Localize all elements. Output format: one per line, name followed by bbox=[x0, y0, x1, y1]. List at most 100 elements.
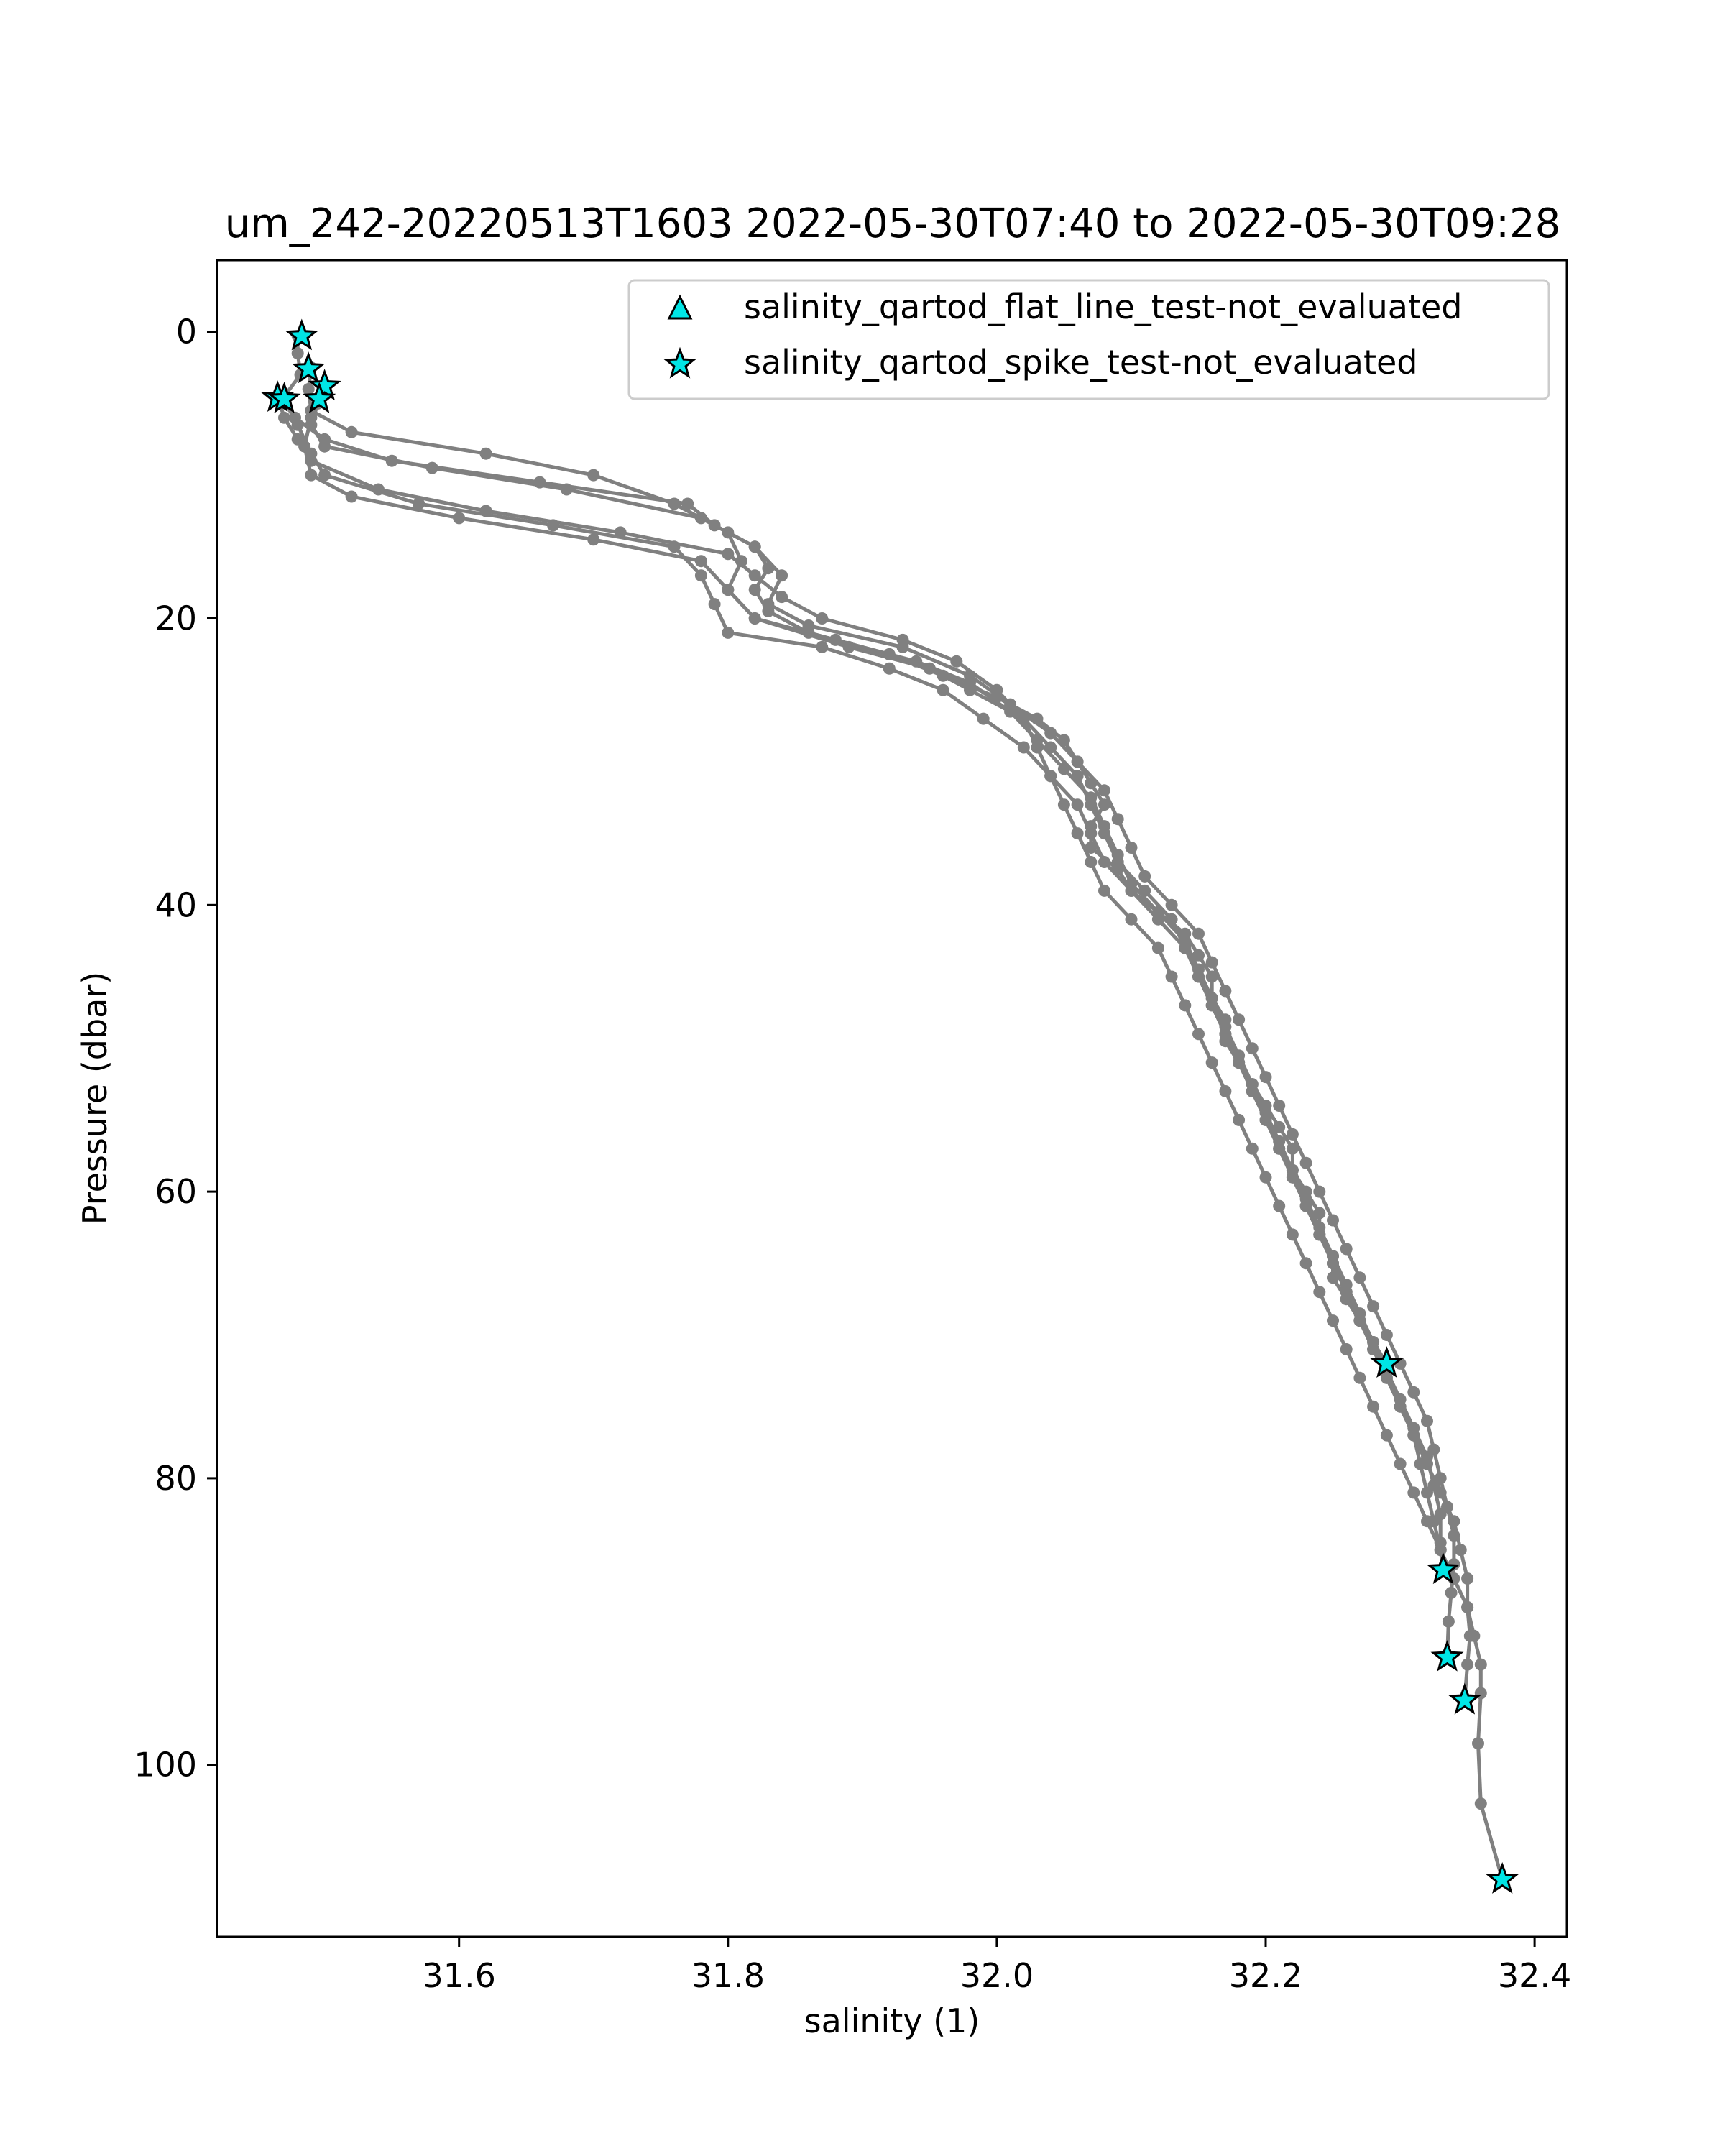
profile-point bbox=[1138, 870, 1151, 883]
profile-point bbox=[1098, 784, 1110, 797]
profile-point bbox=[1286, 1128, 1299, 1141]
x-axis: 31.6 31.8 32.0 32.2 32.4 bbox=[422, 1937, 1571, 1995]
profile-point bbox=[950, 655, 963, 668]
profile-point bbox=[762, 598, 775, 611]
profile-point bbox=[1259, 1106, 1272, 1119]
spike-flag-star bbox=[303, 382, 336, 414]
profile-point bbox=[1340, 1243, 1353, 1256]
legend-star-marker-icon bbox=[663, 346, 697, 379]
profile-point bbox=[816, 640, 829, 653]
spike-flag-star bbox=[308, 369, 341, 401]
profile-point bbox=[1098, 884, 1110, 897]
profile-point bbox=[776, 591, 788, 604]
profile-point bbox=[694, 555, 707, 568]
profile-point bbox=[1151, 906, 1164, 918]
profile-point bbox=[1300, 1257, 1312, 1270]
profile-point bbox=[694, 569, 707, 582]
profile-point bbox=[560, 483, 573, 496]
legend-label-flat-line: salinity_qartod_flat_line_test-not_evalu… bbox=[744, 287, 1462, 326]
profile-point bbox=[1192, 927, 1205, 940]
profile-point bbox=[1259, 1171, 1272, 1184]
spike-flag-star bbox=[1486, 1861, 1519, 1894]
profile-point bbox=[1340, 1279, 1353, 1291]
profile-point bbox=[1219, 1085, 1232, 1097]
profile-point bbox=[1407, 1422, 1420, 1434]
profile-point bbox=[1367, 1336, 1380, 1348]
x-tick-label: 31.6 bbox=[422, 1956, 495, 1995]
profile-point bbox=[1219, 1021, 1232, 1033]
profile-point bbox=[1085, 791, 1098, 804]
profile-point bbox=[1125, 842, 1138, 854]
profile-point bbox=[1454, 1544, 1467, 1557]
profile-point bbox=[802, 619, 815, 632]
legend-label-spike: salinity_qartod_spike_test-not_evaluated bbox=[744, 343, 1417, 382]
profile-point bbox=[1205, 1056, 1218, 1069]
profile-point bbox=[1427, 1479, 1440, 1492]
profile-point bbox=[1085, 827, 1098, 840]
profile-point bbox=[1071, 798, 1084, 811]
profile-point bbox=[1461, 1658, 1474, 1671]
profile-point bbox=[748, 612, 761, 625]
profile-point bbox=[1246, 1078, 1259, 1091]
profile-point bbox=[1111, 849, 1124, 861]
profile-point bbox=[1098, 856, 1110, 868]
y-axis: 0 20 40 60 80 100 bbox=[134, 313, 217, 1784]
profile-point bbox=[883, 662, 896, 675]
profile-point bbox=[1394, 1393, 1407, 1406]
profile-point bbox=[1353, 1271, 1366, 1284]
profile-point bbox=[1111, 813, 1124, 826]
profile-series-6 bbox=[298, 394, 1447, 1549]
profile-point bbox=[1327, 1250, 1339, 1263]
profile-point bbox=[291, 418, 304, 431]
profile-point bbox=[1286, 1142, 1299, 1155]
spike-flag-star bbox=[1430, 1639, 1464, 1672]
profile-point bbox=[1273, 1199, 1286, 1212]
spike-flag-star bbox=[1426, 1552, 1460, 1585]
profile-point bbox=[413, 497, 426, 510]
profile-point bbox=[298, 440, 311, 453]
profile-point bbox=[1179, 934, 1192, 947]
profile-point bbox=[1468, 1629, 1481, 1642]
profile-point bbox=[977, 712, 990, 725]
profile-point bbox=[1233, 1049, 1246, 1062]
profile-point bbox=[1442, 1615, 1455, 1628]
profile-point bbox=[318, 440, 331, 453]
profile-point bbox=[1407, 1386, 1420, 1399]
profile-point bbox=[1273, 1120, 1286, 1133]
profile-point bbox=[1286, 1228, 1299, 1241]
profile-point bbox=[1434, 1508, 1447, 1521]
profile-point bbox=[964, 676, 976, 689]
profile-point bbox=[1461, 1572, 1474, 1585]
profile-point bbox=[1017, 741, 1030, 754]
y-tick-label: 60 bbox=[155, 1172, 197, 1211]
profile-point bbox=[1085, 856, 1098, 868]
profile-point bbox=[1445, 1586, 1458, 1599]
profile-point bbox=[305, 469, 318, 482]
profile-point bbox=[1327, 1214, 1339, 1227]
profile-point bbox=[1353, 1307, 1366, 1320]
profile-point bbox=[816, 612, 829, 625]
profile-point bbox=[1004, 705, 1017, 718]
x-tick-label: 31.8 bbox=[691, 1956, 765, 1995]
profile-point bbox=[1367, 1400, 1380, 1413]
profile-point bbox=[1085, 842, 1098, 854]
profile-point bbox=[1407, 1486, 1420, 1499]
profile-point bbox=[1340, 1343, 1353, 1355]
y-tick-label: 40 bbox=[155, 885, 197, 924]
profile-point bbox=[1057, 798, 1070, 811]
profile-point bbox=[426, 461, 438, 474]
x-axis-label: salinity (1) bbox=[804, 2001, 980, 2040]
profile-point bbox=[1472, 1737, 1484, 1750]
profile-point bbox=[291, 347, 304, 360]
profile-point bbox=[748, 584, 761, 596]
profile-point bbox=[1205, 992, 1218, 1005]
profile-point bbox=[1192, 1028, 1205, 1041]
profile-point bbox=[1259, 1071, 1272, 1084]
x-tick-label: 32.0 bbox=[960, 1956, 1034, 1995]
y-tick-label: 100 bbox=[134, 1746, 197, 1784]
profile-point bbox=[479, 447, 492, 460]
spike-flag-star bbox=[285, 318, 318, 351]
profile-point bbox=[1380, 1429, 1393, 1442]
profile-point bbox=[1044, 727, 1057, 740]
legend-box bbox=[627, 279, 1550, 400]
